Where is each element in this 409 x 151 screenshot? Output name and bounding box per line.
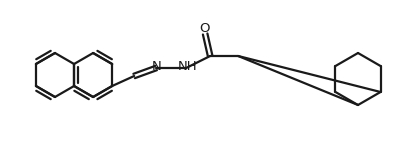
Text: N: N: [151, 60, 161, 73]
Text: O: O: [198, 21, 209, 34]
Text: NH: NH: [177, 60, 196, 73]
